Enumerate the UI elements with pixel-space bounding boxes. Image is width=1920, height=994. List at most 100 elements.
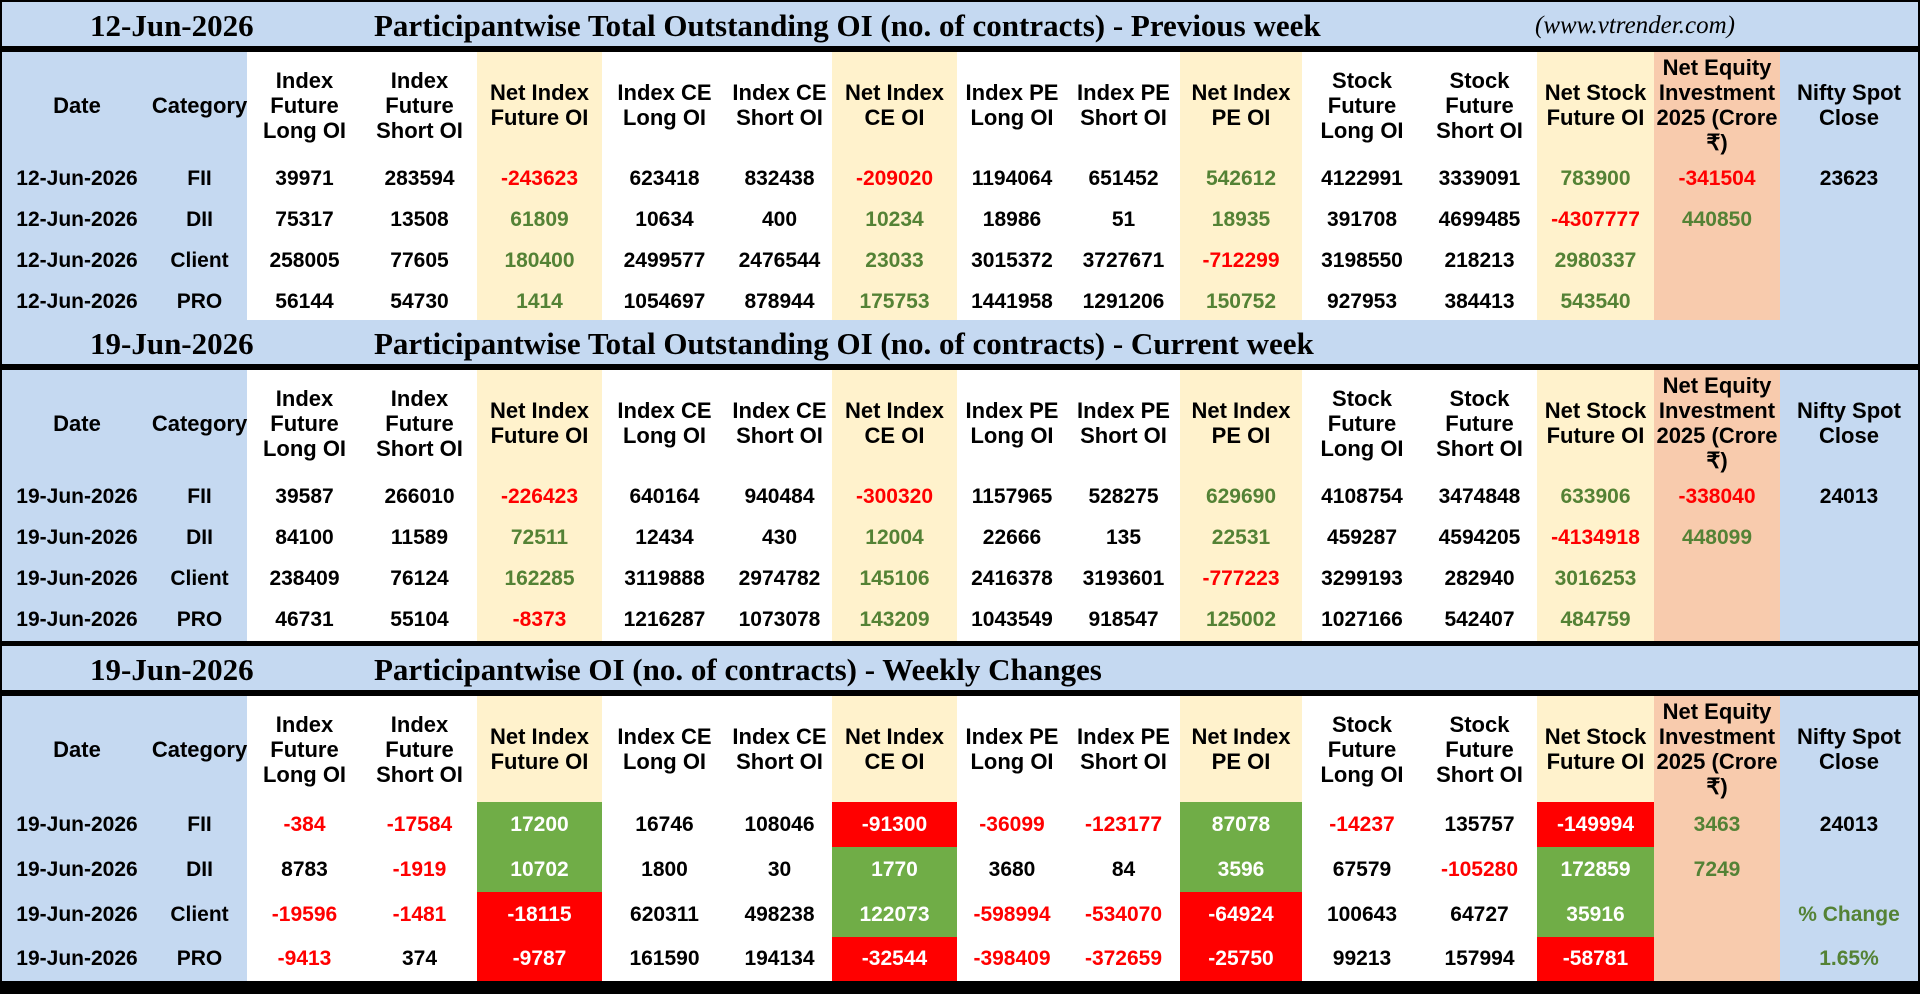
column-background [727, 696, 832, 981]
row-date: 19-Jun-2026 [16, 857, 138, 881]
data-cell: 108046 [744, 812, 815, 836]
column-header: Index CE Short OI [732, 398, 827, 448]
column-header: Index PE Long OI [965, 80, 1059, 130]
data-cell [1654, 281, 1780, 323]
column-background [1422, 370, 1537, 641]
column-header: Net Stock Future OI [1544, 724, 1647, 774]
data-cell: 498238 [744, 902, 815, 926]
column-background [602, 696, 727, 981]
data-cell [1654, 240, 1780, 281]
column-header: Net Index CE OI [844, 398, 945, 448]
row-category: FII [187, 484, 212, 508]
row-date: 12-Jun-2026 [16, 290, 138, 313]
data-cell: 2980337 [1554, 248, 1637, 272]
data-cell: -64924 [1180, 892, 1302, 937]
column-background [1654, 696, 1780, 981]
data-cell: -9413 [277, 947, 332, 970]
column-header: Index PE Short OI [1077, 724, 1170, 774]
row-category: PRO [176, 947, 223, 970]
data-cell: -4134918 [1551, 525, 1640, 549]
data-cell: 3299193 [1321, 566, 1403, 590]
column-header: Stock Future Long OI [1320, 385, 1404, 461]
data-cell: 18935 [1211, 207, 1271, 231]
data-cell: 484759 [1560, 608, 1631, 631]
data-cell: 1157965 [971, 484, 1053, 508]
data-cell: 56144 [275, 290, 334, 313]
data-cell: 3727671 [1082, 248, 1165, 272]
column-background [727, 370, 832, 641]
data-cell: -25750 [1180, 937, 1302, 981]
data-cell: 1770 [832, 847, 957, 892]
column-header: Date [53, 410, 101, 436]
column-background [1302, 370, 1422, 641]
data-cell: 1194064 [971, 166, 1053, 190]
data-cell: 258005 [269, 248, 340, 272]
data-cell: -243623 [500, 166, 579, 190]
data-cell: 46731 [275, 608, 334, 631]
section-title-bar: 19-Jun-2026 Participantwise Total Outstan… [2, 320, 1918, 364]
data-cell: 218213 [1444, 248, 1515, 272]
data-cell: 54730 [390, 290, 449, 313]
data-cell: -372659 [1084, 947, 1163, 970]
data-cell: 3680 [988, 857, 1036, 881]
data-cell: -226423 [500, 484, 579, 508]
data-cell: 2974782 [738, 566, 821, 590]
row-category: Client [170, 902, 229, 926]
data-cell: 8783 [281, 857, 328, 881]
data-cell: 3339091 [1438, 166, 1521, 190]
data-cell [1780, 240, 1918, 281]
column-header: Net Stock Future OI [1544, 398, 1647, 448]
data-cell: 13508 [390, 207, 449, 231]
column-background [1067, 370, 1180, 641]
row-category: DII [186, 207, 213, 231]
column-background [957, 52, 1067, 323]
column-background [362, 696, 477, 981]
column-header: Net Index Future OI [489, 80, 590, 130]
row-date: 19-Jun-2026 [16, 484, 138, 508]
column-header: Net Index Future OI [489, 724, 590, 774]
column-background [362, 370, 477, 641]
column-header: Index CE Short OI [732, 80, 827, 130]
row-date: 19-Jun-2026 [16, 812, 138, 836]
column-header: Nifty Spot Close [1797, 724, 1901, 774]
data-cell: 266010 [384, 484, 455, 508]
column-background [1537, 52, 1654, 323]
oi-table: Date Category Index Future Long OI Index Fu… [2, 370, 1918, 641]
data-cell: 23623 [1819, 166, 1879, 190]
data-cell: 3015372 [971, 248, 1053, 272]
data-cell: 135 [1105, 525, 1142, 549]
section-date: 12-Jun-2026 [90, 8, 254, 43]
data-cell: 543540 [1560, 290, 1631, 313]
data-cell: 1073078 [738, 608, 821, 631]
data-cell: -209020 [855, 166, 934, 190]
column-header: Index Future Short OI [376, 67, 463, 143]
data-cell: 35916 [1537, 892, 1654, 937]
data-cell: 3463 [1693, 812, 1741, 836]
data-cell: 22666 [982, 525, 1042, 549]
data-cell: 75317 [275, 207, 334, 231]
data-cell: -1919 [392, 857, 447, 881]
data-cell: 76124 [390, 566, 449, 590]
data-cell: 87078 [1180, 802, 1302, 847]
column-header: Date [53, 92, 101, 118]
column-header: Nifty Spot Close [1797, 80, 1901, 130]
section-date: 19-Jun-2026 [90, 652, 254, 687]
column-background [247, 696, 362, 981]
column-background [1654, 52, 1780, 323]
oi-table: Date Category Index Future Long OI Index Fu… [2, 52, 1918, 323]
column-background [1067, 52, 1180, 323]
data-cell: 878944 [744, 290, 815, 313]
data-cell: 157994 [1444, 947, 1515, 970]
column-header: Index Future Short OI [376, 711, 463, 787]
data-cell: 16746 [635, 812, 694, 836]
data-cell: 391708 [1326, 207, 1398, 231]
data-cell: 430 [761, 525, 798, 549]
column-header: Index PE Long OI [965, 398, 1059, 448]
column-header: Net Index PE OI [1191, 724, 1291, 774]
row-date: 12-Jun-2026 [16, 207, 138, 231]
data-cell: -398409 [973, 947, 1051, 970]
column-header: Date [53, 736, 101, 762]
column-header: Index CE Long OI [617, 398, 712, 448]
column-header: Stock Future Short OI [1436, 67, 1523, 143]
data-cell: -338040 [1678, 484, 1756, 508]
